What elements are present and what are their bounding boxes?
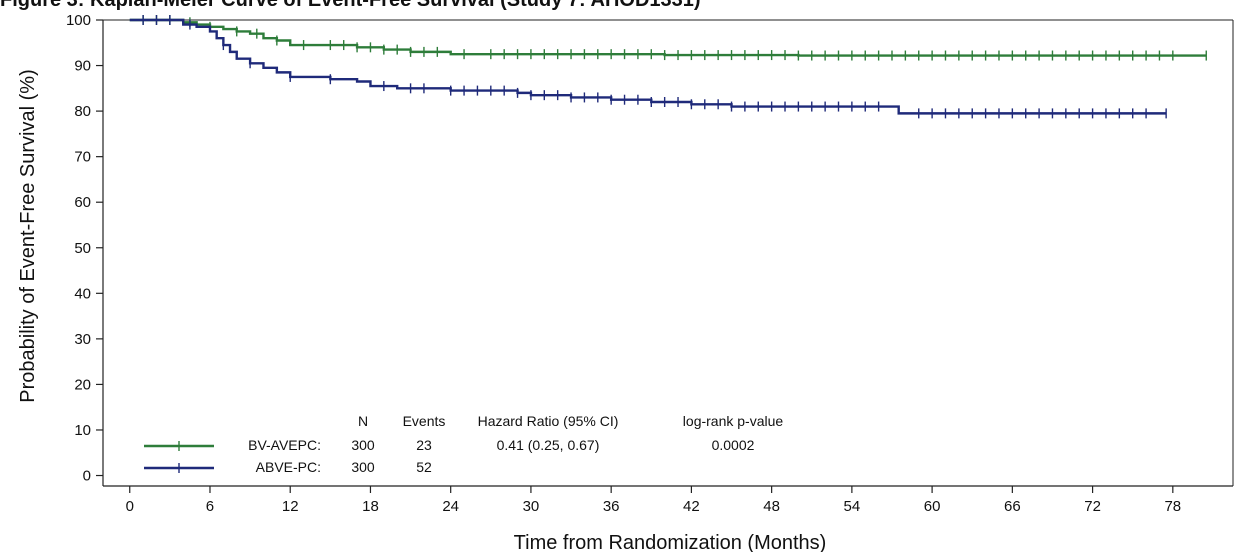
x-tick-label: 42 — [683, 498, 700, 515]
x-tick-label: 54 — [844, 498, 861, 515]
x-axis-label: Time from Randomization (Months) — [514, 532, 827, 552]
legend-header: log-rank p-value — [683, 413, 784, 429]
x-tick-label: 30 — [523, 498, 540, 515]
y-tick-label: 70 — [74, 149, 91, 166]
x-tick-label: 78 — [1164, 498, 1181, 515]
x-tick-label: 24 — [442, 498, 459, 515]
chart-title: Figure 3: Kaplan-Meier Curve of Event-Fr… — [0, 0, 701, 11]
series-layer — [129, 15, 1207, 119]
axes: 0 6 12 18 24 30 36 42 48 54 60 66 72 78 0 10 20 30 40 50 60 7… — [66, 12, 1234, 515]
legend-header: Hazard Ratio (95% CI) — [478, 413, 619, 429]
legend-events-1: 23 — [416, 437, 432, 453]
legend-label-1: BV-AVEPC: — [248, 437, 321, 453]
legend-label-2: ABVE-PC: — [256, 459, 321, 475]
series-line-2 — [129, 18, 1167, 115]
series-line-1 — [129, 18, 1207, 57]
x-tick-label: 36 — [603, 498, 620, 515]
legend-events-2: 52 — [416, 459, 432, 475]
legend-n-2: 300 — [351, 459, 375, 475]
x-tick-label: 72 — [1084, 498, 1101, 515]
y-tick-label: 50 — [74, 240, 91, 257]
y-tick-label: 10 — [74, 422, 91, 439]
x-tick-label: 48 — [763, 498, 780, 515]
x-tick-label: 0 — [126, 498, 134, 515]
legend-header: N — [358, 413, 368, 429]
legend-header: Events — [403, 413, 446, 429]
legend: N Events Hazard Ratio (95% CI) log-rank p-v… — [144, 413, 783, 475]
x-tick-label: 60 — [924, 498, 941, 515]
legend-hazard-ratio: 0.41 (0.25, 0.67) — [497, 437, 600, 453]
x-tick-label: 6 — [206, 498, 214, 515]
y-tick-label: 80 — [74, 103, 91, 120]
y-tick-label: 40 — [74, 285, 91, 302]
x-tick-label: 12 — [282, 498, 299, 515]
y-tick-label: 20 — [74, 376, 91, 393]
y-axis-label: Probability of Event-Free Survival (%) — [17, 69, 39, 402]
y-tick-label: 100 — [66, 12, 91, 29]
legend-n-1: 300 — [351, 437, 375, 453]
y-tick-label: 90 — [74, 58, 91, 75]
y-tick-label: 30 — [74, 331, 91, 348]
y-tick-label: 60 — [74, 194, 91, 211]
x-tick-label: 66 — [1004, 498, 1021, 515]
x-tick-label: 18 — [362, 498, 379, 515]
y-tick-label: 0 — [83, 468, 91, 485]
legend-p-value: 0.0002 — [712, 437, 755, 453]
